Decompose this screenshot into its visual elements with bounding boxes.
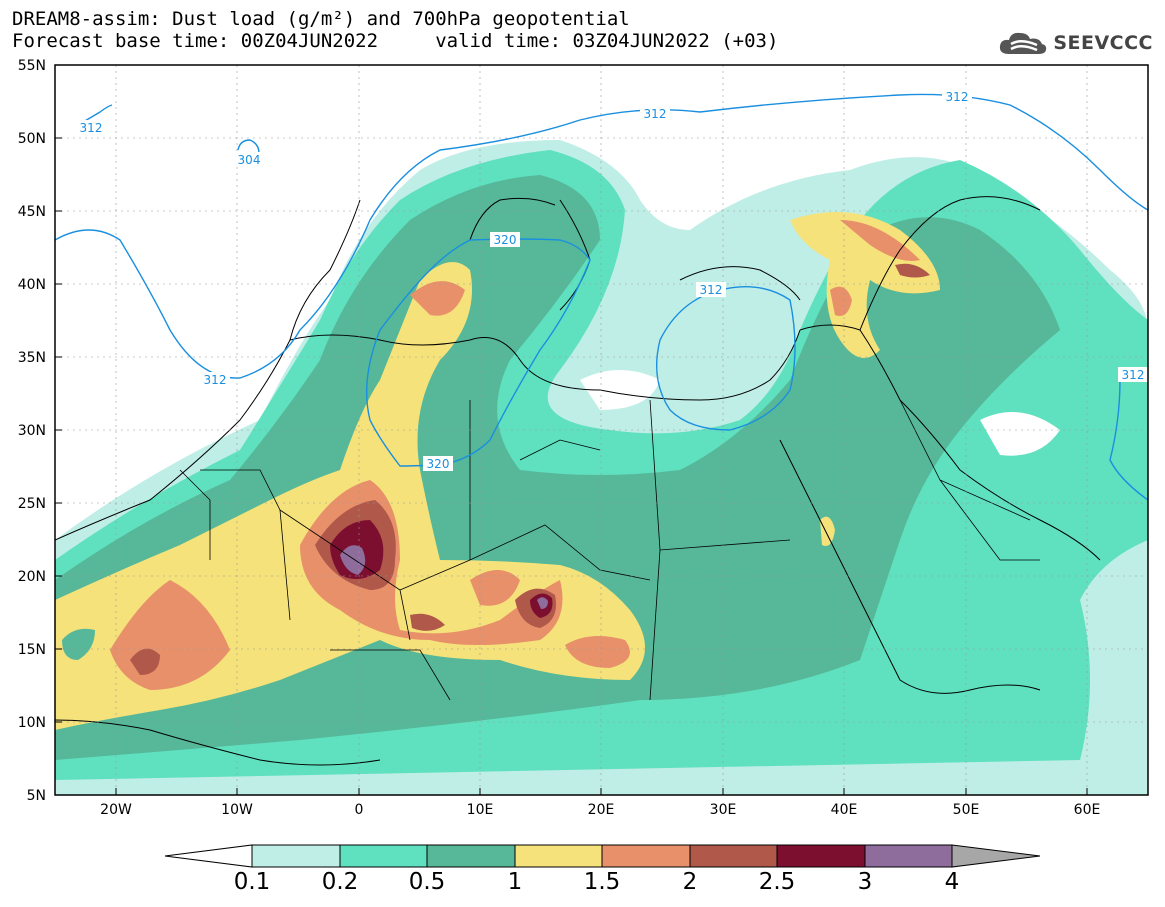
latitude-labels: 55N 50N 45N 40N 35N 30N 25N 20N 15N 10N … [18, 58, 46, 804]
lat-label: 30N [18, 423, 46, 439]
colorbar-label: 4 [944, 869, 960, 895]
colorbar-label: 2.5 [758, 869, 796, 895]
colorbar-segment [515, 845, 602, 867]
contour-labels: 312 304 312 312 320 312 312 320 312 [76, 89, 1148, 471]
contour-label: 312 [946, 90, 969, 104]
colorbar-under-triangle [164, 844, 253, 868]
contour-label: 312 [80, 121, 103, 135]
colorbar-label: 1.5 [583, 869, 621, 895]
lat-label: 10N [18, 715, 46, 731]
lat-label: 35N [18, 350, 46, 366]
lon-label: 0 [355, 802, 364, 818]
colorbar-segment [427, 845, 515, 867]
colorbar-segment [690, 845, 777, 867]
contour-label: 312 [700, 283, 723, 297]
cloud-icon [1000, 32, 1047, 54]
lon-label: 50E [953, 802, 980, 818]
colorbar [164, 844, 1041, 868]
graticule [55, 65, 1148, 795]
lon-label: 60E [1074, 802, 1101, 818]
lat-label: 40N [18, 277, 46, 293]
logo-text: SEEVCCC [1053, 32, 1153, 54]
lat-label: 55N [18, 58, 46, 74]
lat-label: 20N [18, 569, 46, 585]
lon-label: 30E [710, 802, 737, 818]
contour-label: 312 [1122, 368, 1145, 382]
lat-label: 15N [18, 642, 46, 658]
axis-ticks [55, 64, 1088, 795]
colorbar-label: 0.1 [233, 869, 271, 895]
colorbar-segment [252, 845, 340, 867]
chart-subtitle: Forecast base time: 00Z04JUN2022 valid t… [12, 30, 779, 52]
colorbar-segment [777, 845, 865, 867]
colorbar-label: 0.2 [321, 869, 359, 895]
dust-field: 312 304 312 312 320 312 312 320 312 [55, 65, 1148, 795]
contour-label: 312 [204, 373, 227, 387]
colorbar-segment [865, 845, 952, 867]
chart-title: DREAM8-assim: Dust load (g/m²) and 700hP… [12, 8, 630, 30]
lon-label: 20E [588, 802, 615, 818]
colorbar-label: 2 [682, 869, 698, 895]
colorbar-segment [602, 845, 690, 867]
longitude-labels: 20W 10W 0 10E 20E 30E 40E 50E 60E [100, 802, 1100, 818]
colorbar-label: 3 [857, 869, 873, 895]
contour-label: 320 [494, 233, 517, 247]
lat-label: 5N [27, 788, 46, 804]
lon-label: 10E [467, 802, 494, 818]
lat-label: 45N [18, 204, 46, 220]
coastlines [55, 196, 1101, 766]
colorbar-label: 0.5 [408, 869, 446, 895]
lat-label: 25N [18, 496, 46, 512]
lon-label: 10W [221, 802, 253, 818]
contour-label: 312 [644, 107, 667, 121]
lon-label: 20W [100, 802, 132, 818]
contour-label: 320 [427, 457, 450, 471]
contour-label: 304 [238, 153, 261, 167]
lon-label: 40E [831, 802, 858, 818]
colorbar-label: 1 [507, 869, 523, 895]
lat-label: 50N [18, 131, 46, 147]
colorbar-over-triangle [951, 844, 1041, 868]
borders [179, 399, 1040, 701]
colorbar-segment [340, 845, 427, 867]
logo: SEEVCCC [997, 28, 1153, 58]
